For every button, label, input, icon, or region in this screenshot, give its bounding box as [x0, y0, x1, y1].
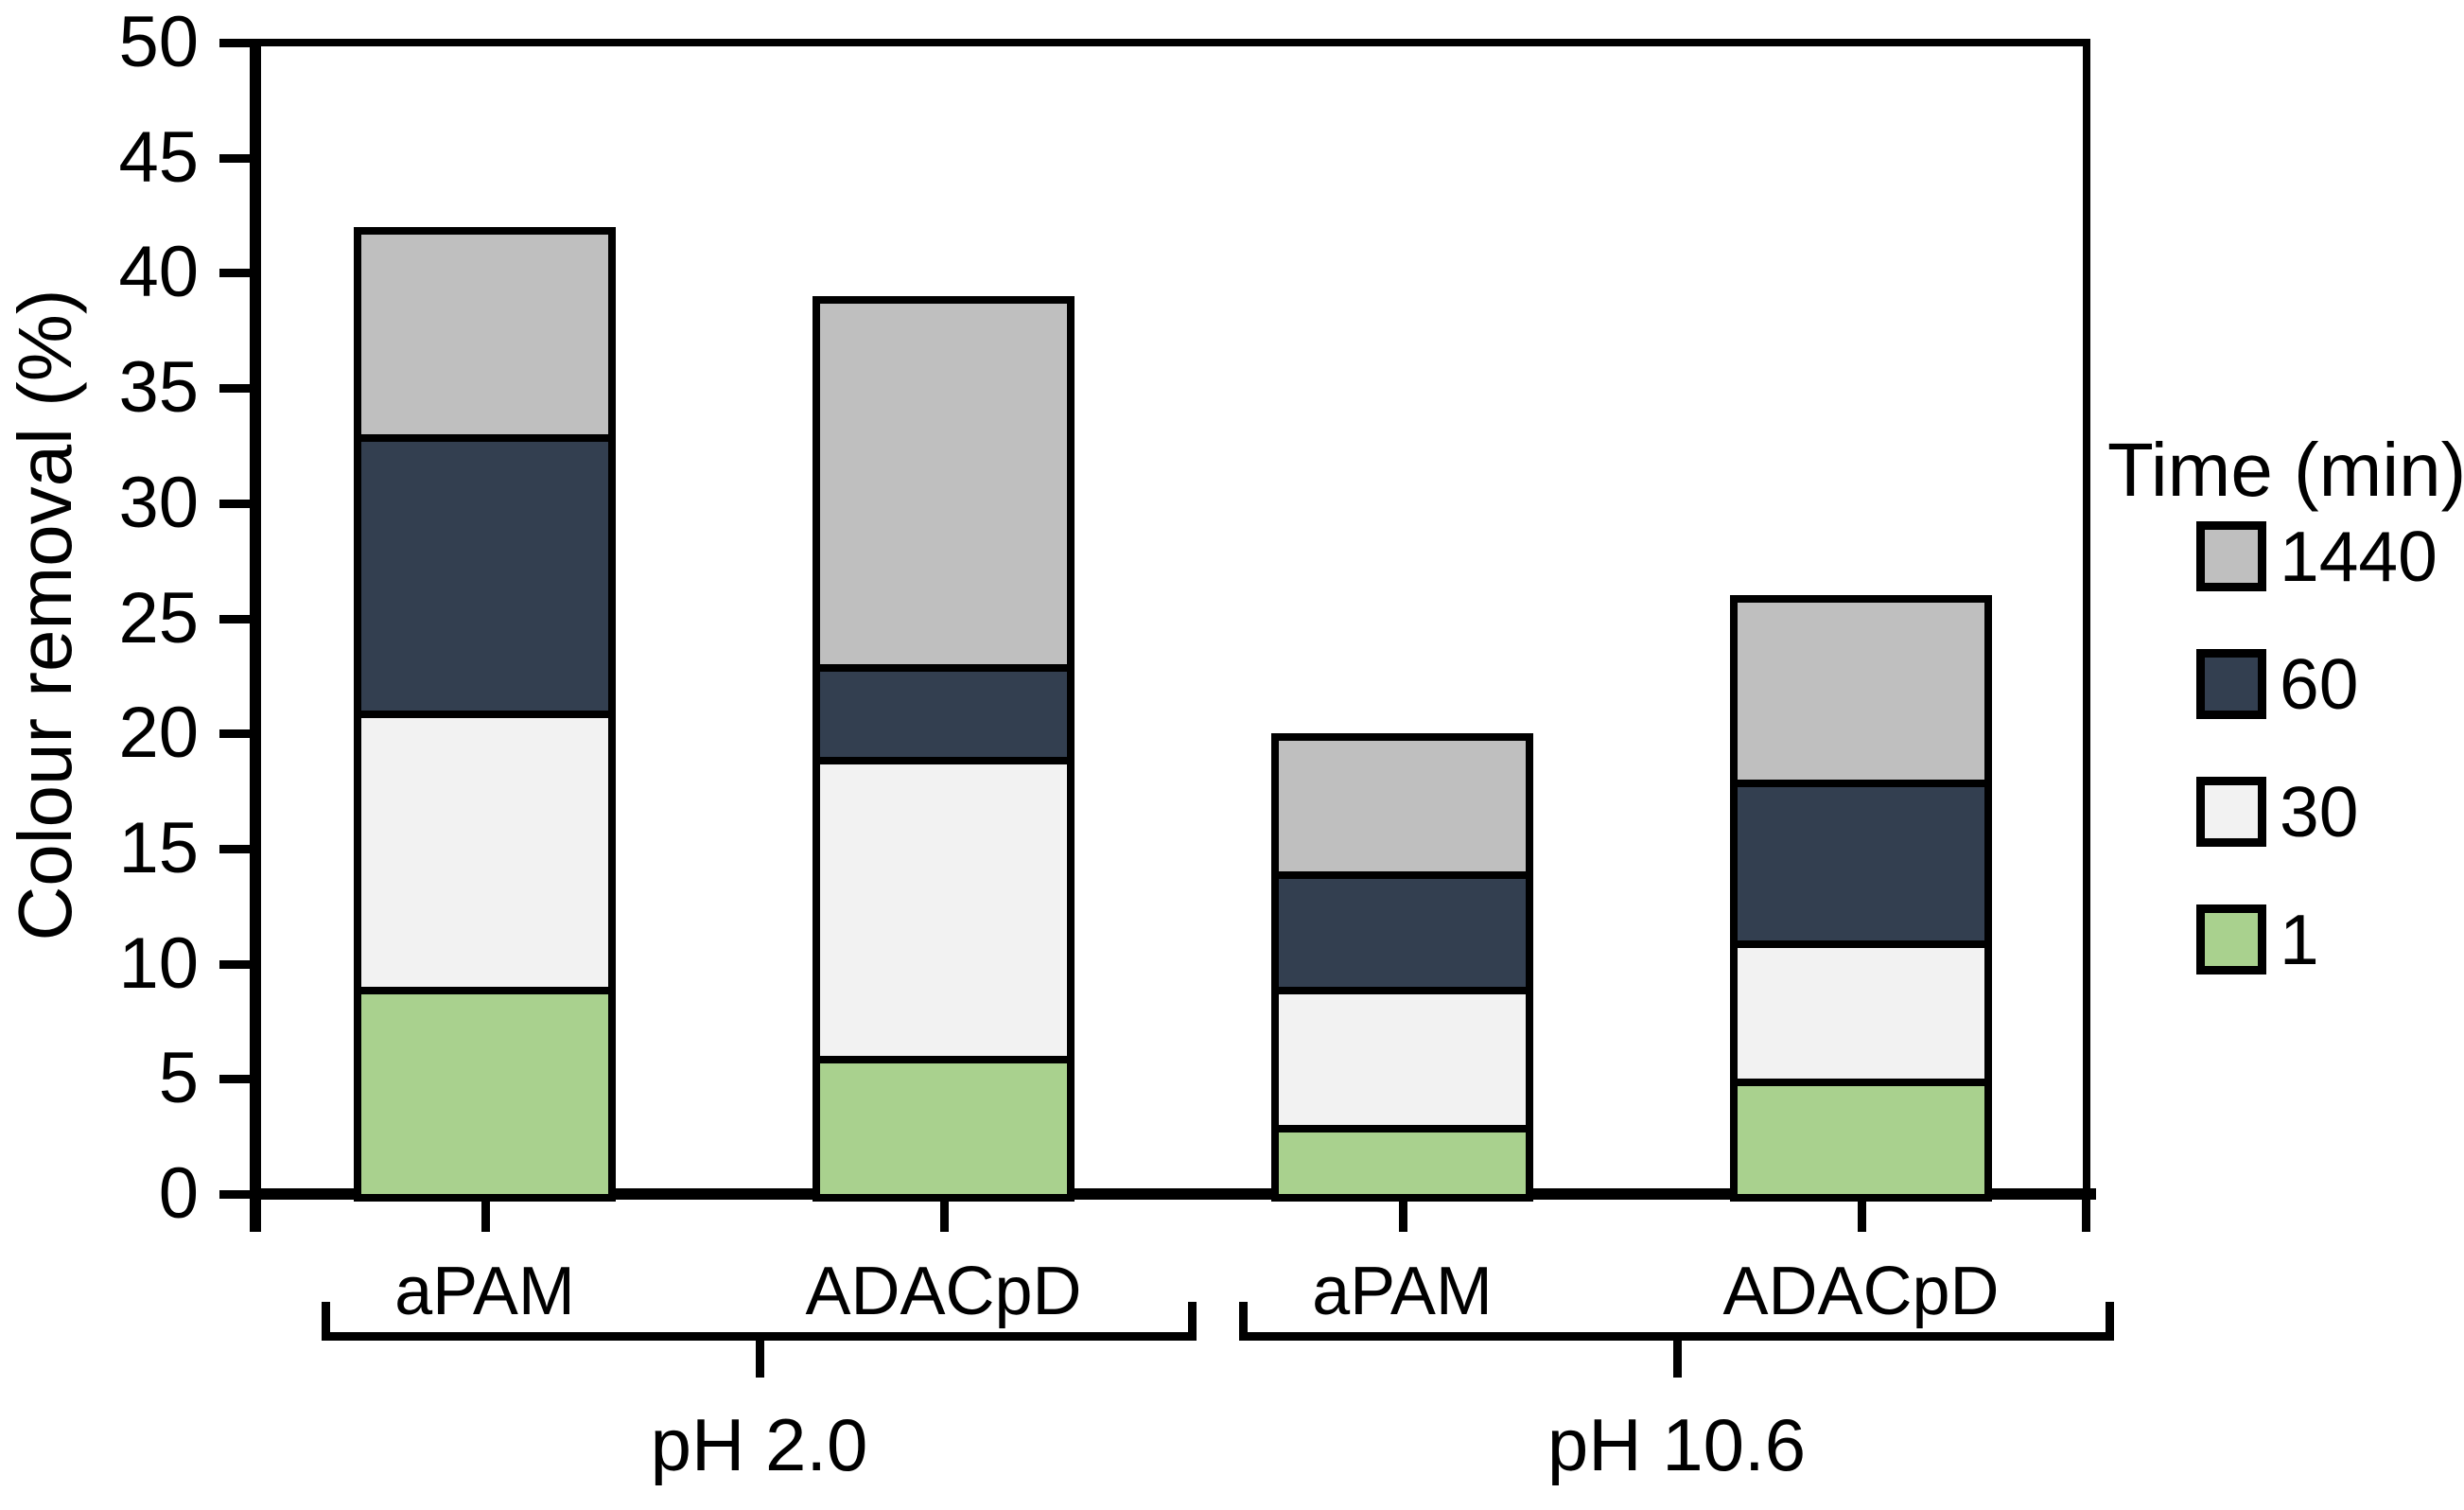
group-bracket-end	[2106, 1302, 2114, 1341]
y-tick	[219, 153, 255, 163]
y-tick-label: 50	[118, 2, 199, 82]
bar-segment-60	[1730, 779, 1992, 949]
bar-segment-60	[1271, 871, 1533, 994]
y-tick	[219, 39, 255, 47]
y-tick-label: 45	[118, 116, 199, 198]
bar-segment-1	[813, 1055, 1075, 1202]
legend-label-1440: 1440	[2280, 517, 2438, 596]
x-tick	[1857, 1194, 1866, 1232]
bar-segment-30	[1730, 940, 1992, 1087]
group-label: pH 2.0	[650, 1403, 868, 1486]
legend-swatch-60	[2196, 649, 2266, 719]
bar-segment-1440	[1271, 733, 1533, 880]
bar-segment-1440	[354, 226, 616, 442]
y-tick-label: 5	[158, 1038, 199, 1119]
bar-segment-1	[354, 986, 616, 1202]
category-label: aPAM	[394, 1254, 575, 1329]
y-axis-line	[250, 39, 261, 1232]
legend-swatch-30	[2196, 777, 2266, 847]
x-axis-line	[250, 1188, 2096, 1200]
bar-segment-60	[813, 664, 1075, 764]
y-tick	[219, 384, 255, 394]
y-tick-label: 30	[118, 462, 199, 543]
bar-segment-30	[813, 756, 1075, 1063]
legend-label-1: 1	[2280, 900, 2319, 979]
y-tick-label: 35	[118, 347, 199, 429]
x-tick	[1398, 1194, 1407, 1232]
legend-label-30: 30	[2280, 772, 2359, 852]
y-tick	[219, 844, 255, 853]
bar-segment-1	[1271, 1124, 1533, 1202]
group-bracket-end	[1239, 1302, 1248, 1341]
group-bracket-end	[1188, 1302, 1197, 1341]
x-tick	[2082, 1194, 2090, 1232]
y-tick	[219, 959, 255, 969]
plot-border-top	[255, 39, 2090, 46]
legend-label-60: 60	[2280, 644, 2359, 724]
bar-segment-1440	[1730, 595, 1992, 787]
y-tick	[219, 614, 255, 623]
y-tick-label: 10	[118, 922, 199, 1004]
group-label: pH 10.6	[1547, 1403, 1807, 1486]
bar-segment-30	[1271, 986, 1533, 1132]
x-tick	[481, 1194, 490, 1232]
y-tick	[219, 269, 255, 278]
bar-segment-1440	[813, 295, 1075, 673]
bar-segment-60	[354, 433, 616, 718]
group-bracket-center-tick	[1672, 1332, 1682, 1378]
y-tick	[219, 499, 255, 508]
y-tick-label: 25	[118, 577, 199, 658]
y-tick-label: 15	[118, 807, 199, 888]
x-tick	[939, 1194, 949, 1232]
category-label: aPAM	[1312, 1254, 1493, 1329]
bar-segment-30	[354, 710, 616, 994]
y-tick-label: 0	[158, 1153, 199, 1234]
bar-segment-1	[1730, 1079, 1992, 1202]
y-tick-label: 20	[118, 693, 199, 774]
group-bracket-center-tick	[755, 1332, 764, 1378]
group-bracket-end	[322, 1302, 330, 1341]
plot-border-right	[2083, 39, 2090, 1198]
y-tick	[219, 1190, 255, 1199]
y-tick	[219, 1075, 255, 1084]
legend-swatch-1440	[2196, 521, 2266, 591]
category-label: ADACpD	[1722, 1254, 2000, 1329]
legend-title: Time (min)	[2107, 428, 2464, 512]
legend-swatch-1	[2196, 904, 2266, 974]
y-tick	[219, 729, 255, 739]
y-tick-label: 40	[118, 232, 199, 313]
category-label: ADACpD	[805, 1254, 1082, 1329]
